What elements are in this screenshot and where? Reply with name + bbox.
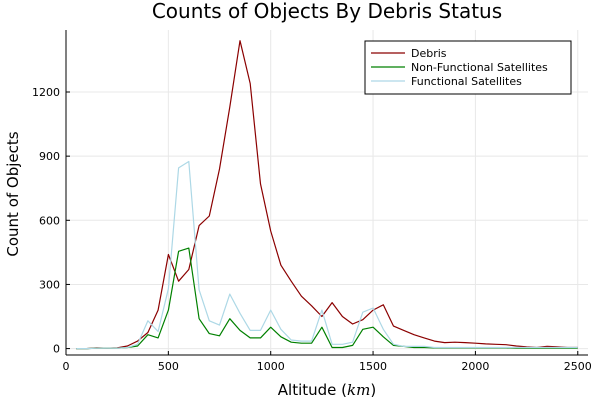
y-tick-label: 1200	[32, 86, 60, 99]
series-layer	[76, 40, 578, 350]
series-line-functional-satellites	[76, 160, 578, 350]
y-tick-label: 0	[53, 343, 60, 356]
x-tick-label: 2500	[564, 360, 592, 373]
grid	[65, 30, 588, 355]
x-tick-label: 2000	[461, 360, 489, 373]
legend-label: Functional Satellites	[411, 75, 522, 88]
chart-title: Counts of Objects By Debris Status	[152, 0, 502, 23]
y-tick-label: 300	[39, 278, 60, 291]
y-tick-label: 600	[39, 214, 60, 227]
legend-label: Debris	[411, 47, 447, 60]
x-tick-label: 1000	[257, 360, 285, 373]
y-axis-label: Count of Objects	[4, 131, 22, 256]
x-tick-label: 500	[158, 360, 179, 373]
series-line-debris	[76, 40, 578, 350]
series-line-non-functional-satellites	[76, 247, 578, 350]
axes	[65, 30, 588, 356]
ticks: 0 500 1000 1500 2000 2500 0 300 600 900 1200	[32, 86, 592, 373]
y-tick-label: 900	[39, 150, 60, 163]
x-axis-label: Altitude (km)	[278, 381, 376, 399]
legend-label: Non-Functional Satellites	[411, 61, 548, 74]
x-tick-label: 1500	[359, 360, 387, 373]
x-tick-label: 0	[63, 360, 70, 373]
